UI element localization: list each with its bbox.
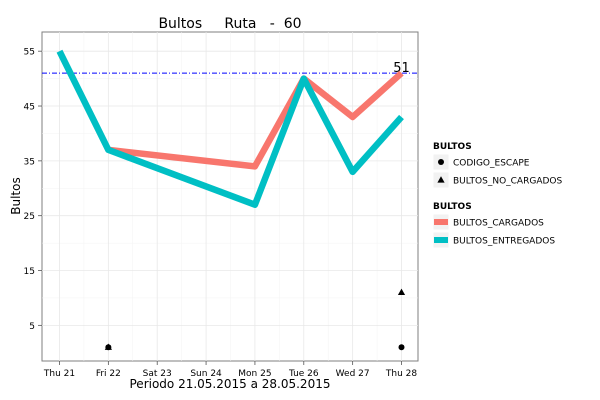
y-tick-label: 55 [24,48,35,58]
x-tick-label: Thu 21 [43,369,75,379]
legend-label-codigo-escape: CODIGO_ESCAPE [453,159,530,169]
y-tick-label: 5 [29,322,35,332]
chart-title: Bultos Ruta - 60 [158,16,301,32]
legend: BULTOS CODIGO_ESCAPE BULTOS_NO_CARGADOS BUL… [432,142,562,249]
reference-line-label: 51 [393,61,410,76]
x-tick-label: Thu 28 [385,369,417,379]
series-line-bultos-entregados [56,49,404,208]
x-tick-label: Sat 23 [143,369,172,379]
legend-title: BULTOS [433,202,472,212]
legend-label-bultos-no-cargados: BULTOS_NO_CARGADOS [453,177,562,187]
legend-label-bultos-entregados: BULTOS_ENTREGADOS [453,237,555,247]
legend-title: BULTOS [433,142,472,152]
grid [42,32,418,361]
x-axis-title: Periodo 21.05.2015 a 28.05.2015 [130,377,331,391]
legend-key-bultos-no-cargados [437,176,445,183]
data-point-codigo-escape [398,344,405,351]
y-tick-label: 45 [24,103,35,113]
legend-key-codigo-escape [438,159,444,165]
x-tick-label: Mon 25 [238,369,271,379]
y-tick-label: 25 [24,212,35,222]
y-tick-label: 15 [24,267,35,277]
data-point-bultos-no-cargados [104,343,112,350]
reference-line-group: 51 [42,61,418,76]
x-tick-label: Fri 22 [96,369,121,379]
y-axis: 5 15 25 35 45 55 [24,48,42,332]
x-axis: Thu 21 Fri 22 Sat 23 Sun 24 Mon 25 Tue 26 Wed … [43,361,417,379]
data-point-bultos-no-cargados [397,288,406,296]
x-tick-label: Wed 27 [336,369,370,379]
series-points [104,288,406,351]
series-lines [56,49,404,208]
y-tick-label: 35 [24,157,35,167]
y-axis-title: Bultos [9,177,23,214]
legend-label-bultos-cargados: BULTOS_CARGADOS [453,219,544,229]
x-tick-label: Tue 26 [288,369,319,379]
x-tick-label: Sun 24 [190,369,222,379]
